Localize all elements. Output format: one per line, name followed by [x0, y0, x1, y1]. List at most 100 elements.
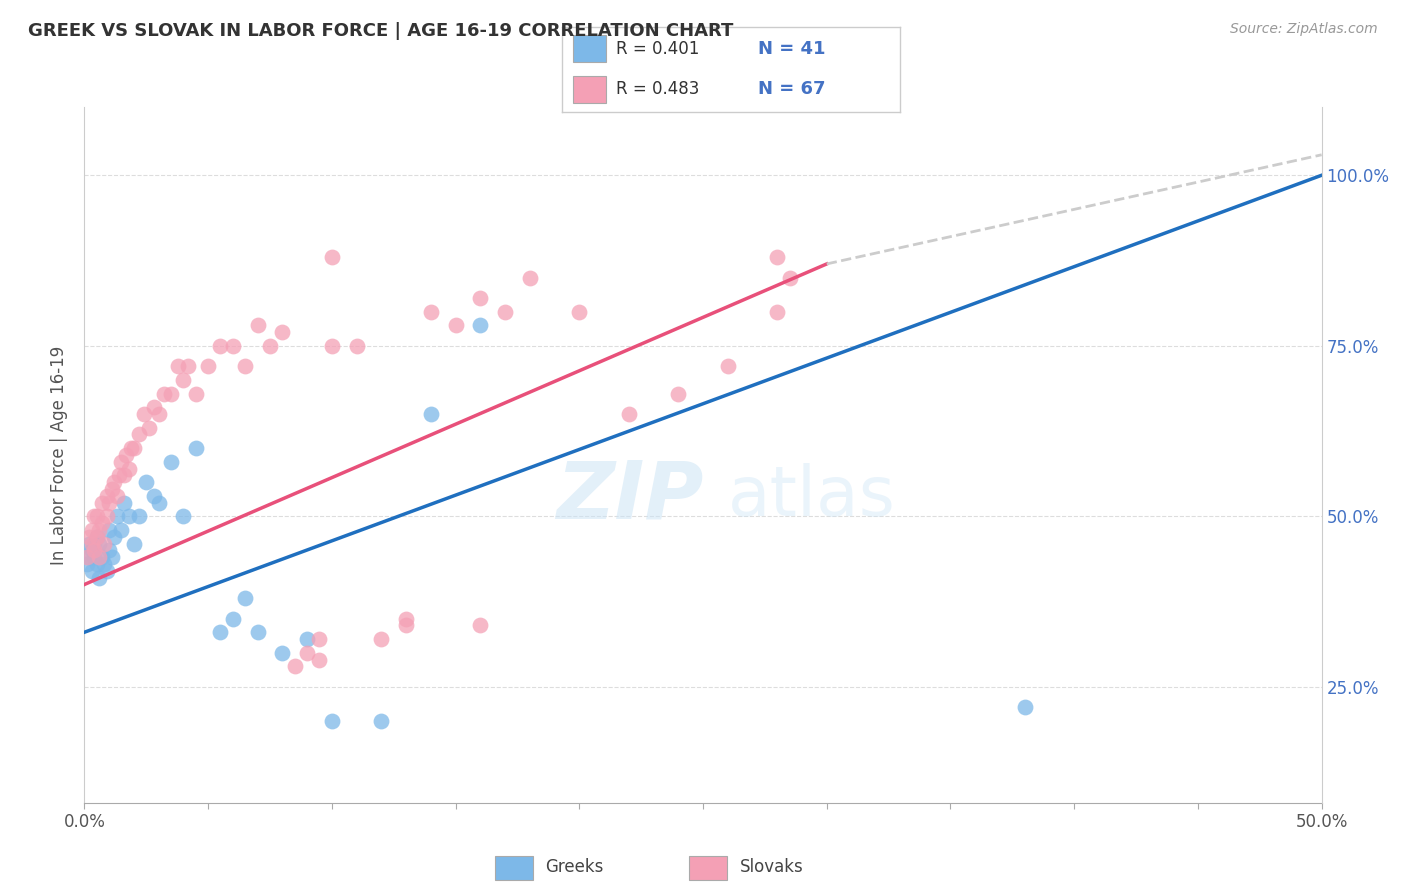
Text: ZIP: ZIP [555, 458, 703, 536]
Point [295, 632, 318, 646]
Point [167, 359, 190, 374]
Point [132, 407, 155, 421]
Point [766, 250, 789, 264]
Point [86, 530, 108, 544]
Point [118, 509, 141, 524]
Text: N = 67: N = 67 [758, 80, 825, 98]
Point [617, 407, 640, 421]
Point [89, 523, 111, 537]
Point [122, 536, 145, 550]
Point [160, 455, 183, 469]
Point [1014, 700, 1036, 714]
Point [321, 339, 343, 353]
Point [568, 304, 591, 318]
Point [96, 509, 118, 524]
Point [122, 441, 145, 455]
Point [135, 475, 157, 490]
Point [271, 325, 294, 339]
Point [118, 461, 141, 475]
Point [779, 270, 801, 285]
Point [86, 509, 108, 524]
Point [321, 714, 343, 728]
Point [112, 496, 135, 510]
Point [105, 509, 128, 524]
Text: R = 0.401: R = 0.401 [616, 40, 700, 58]
Point [83, 543, 105, 558]
Point [271, 646, 294, 660]
Point [295, 646, 318, 660]
Point [148, 496, 170, 510]
Point [172, 373, 194, 387]
Point [112, 468, 135, 483]
Point [108, 468, 131, 483]
Point [246, 318, 269, 333]
Point [93, 536, 115, 550]
Text: Greeks: Greeks [546, 858, 605, 877]
Text: N = 41: N = 41 [758, 40, 825, 58]
Point [89, 571, 111, 585]
Point [76, 557, 98, 571]
Point [160, 386, 183, 401]
Point [184, 386, 207, 401]
Point [233, 359, 256, 374]
Point [370, 632, 392, 646]
Point [128, 427, 150, 442]
Point [93, 557, 115, 571]
Point [79, 530, 101, 544]
Point [666, 386, 689, 401]
Point [233, 591, 256, 606]
Point [83, 550, 105, 565]
Point [172, 509, 194, 524]
Point [308, 652, 330, 666]
FancyBboxPatch shape [572, 76, 606, 103]
Point [222, 612, 245, 626]
Point [419, 304, 441, 318]
Point [115, 448, 138, 462]
Point [79, 550, 101, 565]
Point [766, 304, 789, 318]
Point [152, 386, 174, 401]
Point [177, 359, 200, 374]
Point [76, 550, 98, 565]
Point [142, 489, 165, 503]
Point [470, 618, 492, 632]
Point [321, 250, 343, 264]
Point [346, 339, 368, 353]
Point [470, 318, 492, 333]
Point [395, 612, 418, 626]
Point [494, 304, 516, 318]
Point [89, 550, 111, 565]
Point [96, 564, 118, 578]
Point [259, 339, 281, 353]
Point [90, 550, 112, 565]
Point [470, 291, 492, 305]
Point [110, 523, 132, 537]
Point [103, 475, 125, 490]
Point [395, 618, 418, 632]
Point [138, 420, 160, 434]
Point [79, 536, 101, 550]
Point [103, 530, 125, 544]
Point [100, 482, 122, 496]
Point [80, 564, 103, 578]
Point [83, 536, 105, 550]
Point [83, 509, 105, 524]
Point [105, 489, 128, 503]
Point [222, 339, 245, 353]
Text: GREEK VS SLOVAK IN LABOR FORCE | AGE 16-19 CORRELATION CHART: GREEK VS SLOVAK IN LABOR FORCE | AGE 16-… [28, 22, 734, 40]
Point [148, 407, 170, 421]
Point [370, 714, 392, 728]
Point [100, 550, 122, 565]
Point [209, 339, 232, 353]
Point [128, 509, 150, 524]
Text: atlas: atlas [728, 463, 896, 530]
Point [717, 359, 740, 374]
Point [90, 516, 112, 530]
Text: R = 0.483: R = 0.483 [616, 80, 700, 98]
Point [209, 625, 232, 640]
Point [80, 543, 103, 558]
Point [86, 530, 108, 544]
FancyBboxPatch shape [689, 856, 727, 880]
Point [197, 359, 219, 374]
FancyBboxPatch shape [495, 856, 533, 880]
